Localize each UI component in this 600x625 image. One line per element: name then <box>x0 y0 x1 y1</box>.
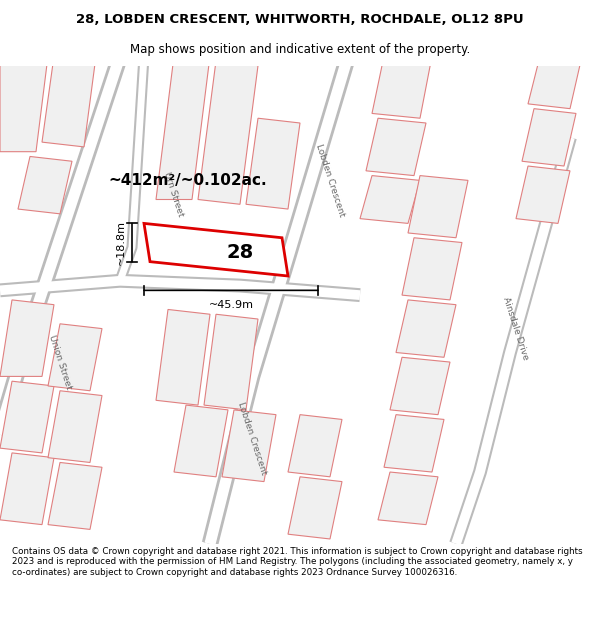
Polygon shape <box>144 223 288 276</box>
Polygon shape <box>396 300 456 358</box>
Polygon shape <box>528 56 582 109</box>
Polygon shape <box>288 414 342 477</box>
Polygon shape <box>0 56 48 152</box>
Polygon shape <box>288 477 342 539</box>
Polygon shape <box>0 453 54 524</box>
Polygon shape <box>222 410 276 482</box>
Text: Lobden Crescent: Lobden Crescent <box>314 142 346 218</box>
Polygon shape <box>42 56 96 147</box>
Polygon shape <box>0 381 54 453</box>
Text: 28: 28 <box>226 242 254 262</box>
Text: Ainsdale Drive: Ainsdale Drive <box>502 296 530 361</box>
Polygon shape <box>204 314 258 410</box>
Polygon shape <box>378 472 438 524</box>
Polygon shape <box>48 462 102 529</box>
Polygon shape <box>522 109 576 166</box>
Text: ~18.8m: ~18.8m <box>116 220 126 265</box>
Polygon shape <box>402 238 462 300</box>
Text: Lobden Crescent: Lobden Crescent <box>236 401 268 476</box>
Polygon shape <box>516 166 570 223</box>
Text: Contains OS data © Crown copyright and database right 2021. This information is : Contains OS data © Crown copyright and d… <box>12 547 583 577</box>
Text: Union Street: Union Street <box>47 334 73 391</box>
Polygon shape <box>48 324 102 391</box>
Polygon shape <box>384 414 444 472</box>
Polygon shape <box>372 56 432 118</box>
Text: ~412m²/~0.102ac.: ~412m²/~0.102ac. <box>108 173 266 188</box>
Polygon shape <box>48 391 102 462</box>
Polygon shape <box>390 357 450 414</box>
Text: ~45.9m: ~45.9m <box>209 300 254 310</box>
Polygon shape <box>408 176 468 238</box>
Polygon shape <box>0 300 54 376</box>
Polygon shape <box>198 61 258 204</box>
Text: Map shows position and indicative extent of the property.: Map shows position and indicative extent… <box>130 42 470 56</box>
Polygon shape <box>246 118 300 209</box>
Polygon shape <box>156 309 210 405</box>
Text: 28, LOBDEN CRESCENT, WHITWORTH, ROCHDALE, OL12 8PU: 28, LOBDEN CRESCENT, WHITWORTH, ROCHDALE… <box>76 13 524 26</box>
Polygon shape <box>156 56 210 199</box>
Text: Urn Street: Urn Street <box>163 171 185 218</box>
Polygon shape <box>360 176 420 223</box>
Polygon shape <box>174 405 228 477</box>
Polygon shape <box>366 118 426 176</box>
Polygon shape <box>18 156 72 214</box>
